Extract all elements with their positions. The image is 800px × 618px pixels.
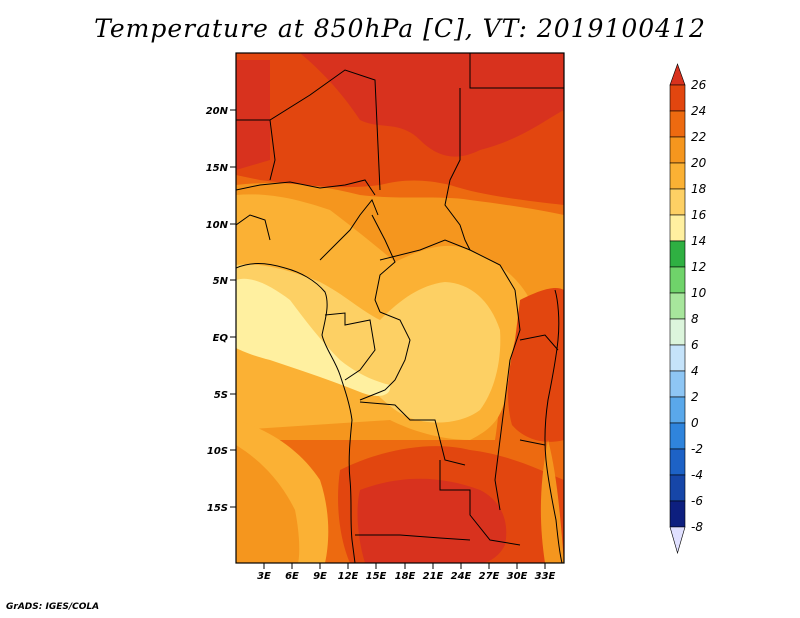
lat-label: 20N [206, 106, 229, 117]
colorbar-label: -2 [691, 442, 703, 456]
colorbar-swatch [669, 162, 686, 190]
border-angola-zambia [439, 460, 521, 546]
lon-label: 33E [535, 571, 556, 582]
border-tanzania [519, 334, 559, 446]
colorbar-swatch [669, 500, 686, 528]
colorbar-top-triangle [669, 63, 686, 86]
colorbar-label: 26 [691, 78, 707, 92]
lon-label: 9E [313, 571, 327, 582]
border-cameroon-car [371, 214, 396, 313]
colorbar-label: 0 [691, 416, 699, 430]
lon-label: 15E [366, 571, 387, 582]
lon-label: 6E [285, 571, 299, 582]
colorbar-swatch [669, 396, 686, 424]
colorbar-swatch [669, 214, 686, 242]
page-title: Temperature at 850hPa [C], VT: 201910041… [94, 14, 706, 43]
lon-label: 21E [423, 571, 444, 582]
lat-label: 15N [206, 163, 229, 174]
colorbar-swatch [669, 136, 686, 164]
colorbar-label: 4 [691, 364, 699, 378]
field-east-24-26 [508, 288, 564, 442]
colorbar-swatch [669, 188, 686, 216]
colorbar-swatch [669, 110, 686, 138]
colorbar-label: 12 [691, 260, 706, 274]
colorbar-label: -4 [691, 468, 703, 482]
colorbar-label: -6 [691, 494, 703, 508]
colorbar-bottom-triangle [669, 526, 686, 555]
colorbar-swatch [669, 422, 686, 450]
border-namibia [355, 534, 471, 541]
field-basin-16-18 [236, 264, 501, 423]
colorbar-label: 18 [691, 182, 707, 196]
temperature-field [236, 53, 564, 563]
border-drc-west [359, 311, 411, 401]
field-gabon-14-16 [236, 278, 391, 396]
lon-label: 30E [507, 571, 528, 582]
border-niger-nigeria [236, 179, 376, 196]
lon-label: 27E [479, 571, 500, 582]
colorbar-label: -8 [691, 520, 703, 534]
lon-label: 24E [451, 571, 472, 582]
colorbar-label: 10 [691, 286, 707, 300]
colorbar-swatch [669, 344, 686, 372]
colorbar-label: 16 [691, 208, 707, 222]
lon-axis: 3E 6E 9E 12E 15E 18E 21E 24E 27E 30E 33E [257, 563, 556, 582]
border-drc-angola [359, 401, 466, 466]
colorbar-swatch [669, 240, 686, 268]
lat-axis: 20N 15N 10N 5N EQ 5S 10S 15S [206, 106, 236, 514]
border-mali [236, 119, 276, 241]
border-nigeria-cameroon [319, 199, 379, 261]
lon-label: 18E [395, 571, 416, 582]
colorbar-labels: 26 24 22 20 18 16 14 12 10 8 6 4 2 0 -2 … [691, 78, 707, 534]
colorbar-swatch [669, 292, 686, 320]
coastline-east [544, 289, 563, 563]
colorbar-swatch [669, 266, 686, 294]
colorbar-swatch [669, 448, 686, 476]
lat-label: EQ [213, 333, 229, 344]
lat-label: 5S [214, 390, 228, 401]
lon-label: 3E [257, 571, 271, 582]
colorbar-swatch [669, 84, 686, 112]
field-atlantic-20-22 [236, 445, 300, 563]
colorbar-label: 22 [691, 130, 706, 144]
map-frame [235, 52, 565, 564]
border-chad-sudan [444, 88, 471, 251]
colorbar-label: 14 [691, 234, 706, 248]
lat-label: 10N [206, 220, 229, 231]
field-north-hot [236, 53, 564, 170]
boundaries [236, 53, 564, 563]
border-car-south [379, 239, 516, 291]
border-east-lakes [494, 289, 521, 511]
border-libya-egypt [469, 53, 564, 89]
coastline-west [236, 263, 356, 563]
lon-label: 12E [338, 571, 359, 582]
border-algeria-libya [236, 69, 381, 191]
colorbar-swatch [669, 370, 686, 398]
colorbar-label: 20 [691, 156, 707, 170]
lat-label: 5N [213, 276, 229, 287]
lat-label: 15S [207, 503, 228, 514]
colorbar [669, 63, 686, 555]
colorbar-swatch [669, 318, 686, 346]
colorbar-label: 24 [691, 104, 706, 118]
lat-label: 10S [207, 446, 228, 457]
colorbar-label: 6 [691, 338, 699, 352]
credit-text: GrADS: IGES/COLA [6, 602, 100, 612]
border-gabon-congo [324, 312, 376, 381]
colorbar-label: 2 [691, 390, 699, 404]
colorbar-label: 8 [691, 312, 699, 326]
field-south-hot [357, 478, 507, 563]
colorbar-swatch [669, 474, 686, 502]
